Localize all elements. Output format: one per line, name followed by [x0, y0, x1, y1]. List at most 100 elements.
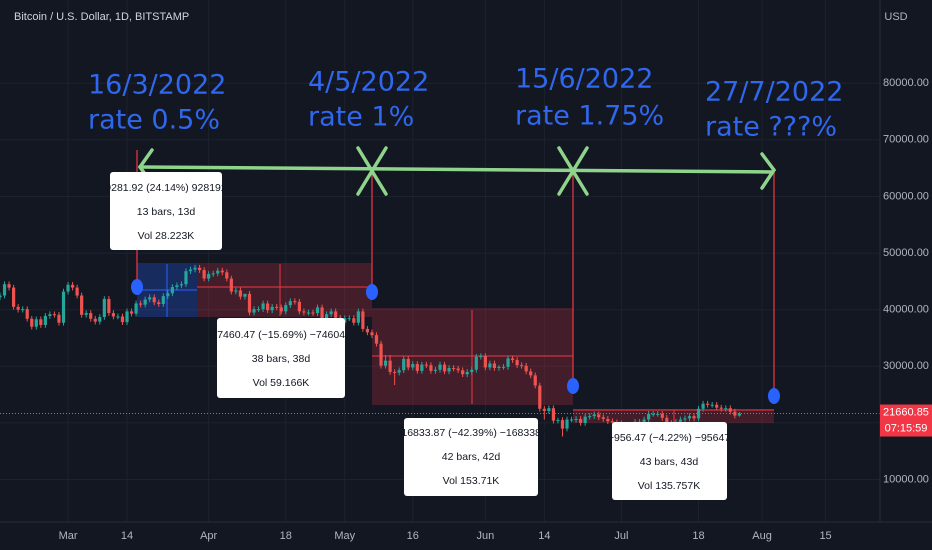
measure-volume: Vol 28.223K [138, 230, 195, 242]
rate-dot [131, 279, 143, 295]
candle-body [606, 418, 610, 422]
candle-body [565, 419, 569, 429]
x-tick-label: May [334, 530, 355, 542]
candle-body [315, 307, 320, 314]
candle-body [247, 293, 252, 313]
y-tick-label: 40000.00 [883, 304, 929, 316]
candle-body [696, 408, 701, 419]
measure-volume: Vol 135.757K [638, 480, 700, 492]
candle-body [166, 293, 170, 297]
rate-dot [768, 388, 780, 404]
rate-date: 27/7/2022 [705, 77, 843, 108]
candle-body [710, 404, 714, 406]
measure-bars: 13 bars, 13d [137, 206, 196, 218]
candle-body [533, 375, 537, 386]
candle-body [93, 318, 97, 322]
candle-body [501, 366, 506, 368]
candle-body [642, 419, 646, 422]
candle-body [574, 418, 578, 420]
candle-body [715, 404, 719, 408]
candle-body [397, 370, 401, 373]
candle-body [692, 416, 696, 419]
candle-body [75, 287, 79, 296]
countdown: 07:15:59 [885, 422, 928, 434]
candle-body [515, 360, 519, 366]
candle-body [356, 311, 360, 323]
measure-box-bg [217, 318, 345, 398]
measure-box: −16833.87 (−42.39%) −1683387 42 bars, 42… [395, 418, 547, 496]
candle-body [234, 290, 238, 292]
candle-body [266, 303, 270, 311]
candle-body [601, 417, 605, 419]
candle-body [592, 414, 596, 417]
rate-date: 16/3/2022 [88, 70, 226, 101]
candle-body [252, 309, 256, 313]
x-tick-label: Aug [752, 530, 772, 542]
candle-body [0, 295, 2, 298]
x-tick-label: 18 [280, 530, 292, 542]
measure-bars: 43 bars, 43d [640, 456, 699, 468]
measure-bars: 42 bars, 42d [442, 451, 501, 463]
candle-body [275, 306, 279, 308]
candle-body [48, 314, 52, 316]
candle-body [202, 270, 206, 279]
candle-body [461, 370, 465, 375]
candle-body [302, 311, 306, 313]
candle-body [560, 420, 565, 429]
candle-body [329, 311, 333, 315]
candle-body [456, 368, 460, 371]
x-tick-label: Jul [614, 530, 628, 542]
rate-date: 4/5/2022 [308, 67, 429, 98]
candle-body [701, 403, 705, 409]
candle-body [465, 371, 469, 375]
candle-body [211, 273, 215, 275]
grid [0, 0, 880, 522]
candle-body [7, 284, 11, 288]
candle-body [569, 419, 574, 421]
candle-body [102, 298, 106, 318]
candle-body [16, 306, 20, 310]
candle-body [279, 307, 283, 312]
candle-body [547, 408, 551, 412]
candle-body [352, 318, 356, 323]
candle-body [139, 303, 143, 305]
candle-body [207, 274, 211, 279]
chart-title: Bitcoin / U.S. Dollar, 1D, BITSTAMP [14, 11, 189, 23]
measure-volume: Vol 59.166K [253, 377, 310, 389]
candle-body [157, 302, 161, 305]
candle-body [411, 364, 415, 368]
candle-body [89, 313, 93, 319]
candle-body [651, 413, 655, 415]
y-axis-label: USD [884, 11, 907, 23]
price-tag: 21660.85 07:15:59 [880, 404, 932, 437]
y-tick-label: 30000.00 [883, 360, 929, 372]
candle-body [665, 417, 669, 423]
x-tick-label: 14 [121, 530, 133, 542]
candle-body [70, 284, 75, 288]
measure-box: −956.47 (−4.22%) −95647 43 bars, 43d Vol… [608, 422, 730, 500]
candle-body [111, 313, 116, 317]
measure-box-bg [612, 422, 727, 500]
candle-body [497, 366, 501, 369]
measure-change: −7460.47 (−15.69%) −746047 [211, 329, 351, 341]
candle-body [107, 298, 111, 314]
candle-body [415, 364, 419, 371]
candle-body [483, 356, 487, 368]
candle-body [306, 312, 311, 314]
measure-bars: 38 bars, 38d [252, 353, 311, 365]
candle-body [374, 335, 379, 344]
candle-body [2, 284, 7, 296]
candle-body [34, 319, 38, 327]
candle-body [57, 314, 61, 323]
candle-body [393, 371, 397, 373]
candle-body [706, 403, 710, 405]
candle-body [479, 356, 483, 358]
measure-box-bg [404, 418, 538, 496]
candle-body [80, 295, 84, 315]
candle-body [39, 319, 43, 325]
candle-body [21, 309, 25, 311]
candle-body [678, 419, 683, 422]
x-tick-label: Apr [200, 530, 217, 542]
rate-dots [131, 279, 780, 404]
